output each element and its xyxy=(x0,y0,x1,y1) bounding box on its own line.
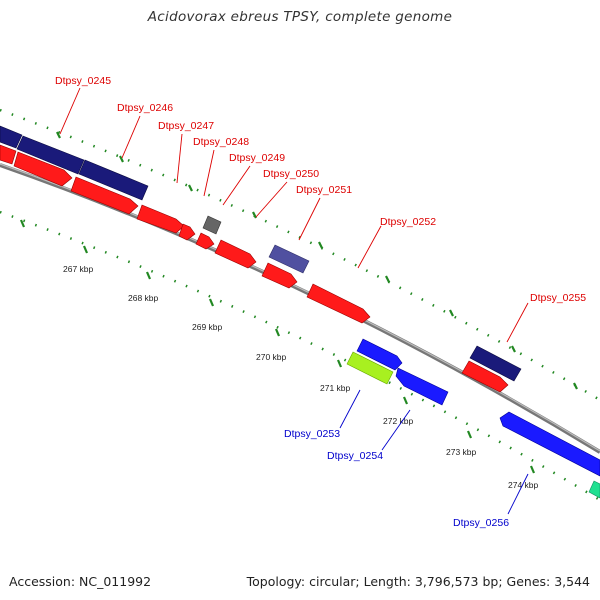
gene-dtpsy-0255[interactable] xyxy=(469,345,522,382)
genome-summary-text: Topology: circular; Length: 3,796,573 bp… xyxy=(246,574,590,589)
genome-backbone-highlight xyxy=(0,163,600,452)
label-dtpsy-0250[interactable]: Dtpsy_0250 xyxy=(263,168,319,180)
gene-red-c[interactable] xyxy=(70,176,139,215)
outer-ring-tick-marks xyxy=(56,131,578,390)
label-dtpsy-0252[interactable]: Dtpsy_0252 xyxy=(380,216,436,228)
gene-dtpsy-0246b[interactable] xyxy=(78,159,149,201)
label-dtpsy-0248[interactable]: Dtpsy_0248 xyxy=(193,136,249,148)
genome-title: Acidovorax ebreus TPSY, complete genome xyxy=(147,9,453,25)
reverse-gene-labels: Dtpsy_0253 Dtpsy_0254 Dtpsy_0256 xyxy=(284,428,509,529)
tick-label-274: 274 kbp xyxy=(508,480,539,490)
tick-label-273: 273 kbp xyxy=(446,447,477,457)
gene-dtpsy-0249[interactable] xyxy=(195,232,215,250)
scale-tick-marks xyxy=(19,219,536,474)
forward-label-leaders xyxy=(59,87,529,343)
label-dtpsy-0247[interactable]: Dtpsy_0247 xyxy=(158,120,214,132)
gene-dtpsy-0253[interactable] xyxy=(346,351,394,385)
label-dtpsy-0251[interactable]: Dtpsy_0251 xyxy=(296,184,352,196)
gene-dtpsy-0251[interactable] xyxy=(268,244,310,274)
genome-backbone xyxy=(0,163,600,454)
tick-label-269: 269 kbp xyxy=(192,322,223,332)
label-dtpsy-0253[interactable]: Dtpsy_0253 xyxy=(284,428,340,440)
reverse-label-leaders xyxy=(339,389,529,515)
gene-teal[interactable] xyxy=(588,480,600,499)
scale-tick-labels: 267 kbp 268 kbp 269 kbp 270 kbp 271 kbp … xyxy=(63,264,539,490)
tick-label-270: 270 kbp xyxy=(256,352,287,362)
gene-dtpsy-0250[interactable] xyxy=(214,239,257,269)
gene-red-g[interactable] xyxy=(461,360,509,393)
tick-label-267: 267 kbp xyxy=(63,264,94,274)
forward-strand-genes xyxy=(0,125,522,393)
label-dtpsy-0246[interactable]: Dtpsy_0246 xyxy=(117,102,173,114)
label-dtpsy-0245[interactable]: Dtpsy_0245 xyxy=(55,75,111,87)
reverse-strand-genes xyxy=(346,338,600,499)
gene-red-e[interactable] xyxy=(178,223,196,241)
label-dtpsy-0254[interactable]: Dtpsy_0254 xyxy=(327,450,383,462)
gene-blue-a[interactable] xyxy=(356,338,403,371)
forward-gene-labels: Dtpsy_0245 Dtpsy_0246 Dtpsy_0247 Dtpsy_0… xyxy=(55,75,586,304)
gene-dtpsy-0254[interactable] xyxy=(395,367,449,406)
gene-red-b[interactable] xyxy=(13,151,73,187)
gene-red-d[interactable] xyxy=(136,204,185,234)
label-dtpsy-0249[interactable]: Dtpsy_0249 xyxy=(229,152,285,164)
gene-dtpsy-0245[interactable] xyxy=(0,125,23,149)
gene-dtpsy-0248-pseudo[interactable] xyxy=(202,215,222,235)
gene-dtpsy-0256[interactable] xyxy=(499,411,600,477)
label-dtpsy-0256[interactable]: Dtpsy_0256 xyxy=(453,517,509,529)
gene-red-a[interactable] xyxy=(0,144,17,165)
inner-dotted-ring xyxy=(0,210,600,502)
tick-label-272: 272 kbp xyxy=(383,416,414,426)
tick-label-268: 268 kbp xyxy=(128,293,159,303)
tick-label-271: 271 kbp xyxy=(320,383,351,393)
label-dtpsy-0255[interactable]: Dtpsy_0255 xyxy=(530,292,586,304)
gene-red-f[interactable] xyxy=(261,262,298,289)
gene-dtpsy-0246[interactable] xyxy=(16,135,85,175)
outer-dotted-ring xyxy=(0,108,600,402)
accession-text: Accession: NC_011992 xyxy=(9,574,152,589)
gene-dtpsy-0252[interactable] xyxy=(306,283,371,324)
